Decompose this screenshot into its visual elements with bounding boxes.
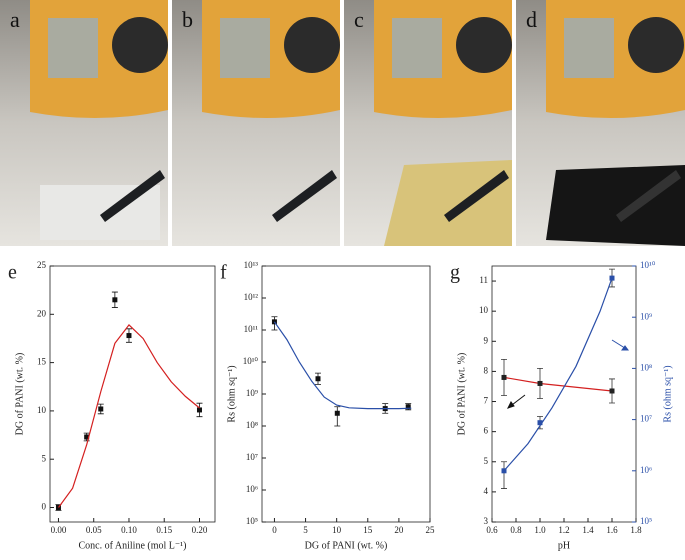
panel-label: b [182,7,193,32]
y-tick-label: 10 [37,405,47,415]
x-tick-label: 0.00 [51,525,67,535]
y2-axis-title: Rs (ohm sq⁻¹) [662,365,673,422]
marker [126,333,132,339]
plot-frame [49,265,216,523]
y-tick-label: 11 [479,275,488,285]
y-tick-label: 3 [484,516,489,526]
x-tick-label: 0.6 [486,525,498,535]
y-tick-label: 10¹⁰ [243,356,259,366]
marker [315,376,321,382]
x-tick-label: 15 [363,525,373,535]
x-tick-label: 10 [332,525,342,535]
y2-tick-label: 10⁵ [640,516,652,526]
panel-label: e [8,262,17,284]
x-tick-label: 0 [272,525,277,535]
error-bar [334,406,341,427]
y2-tick-label: 10⁹ [640,311,652,321]
x-tick-label: 1.6 [606,525,618,535]
series-line [58,324,200,508]
y-tick-label: 10¹³ [244,260,259,270]
panel-label: d [526,7,537,32]
y-tick-label: 7 [484,396,489,406]
x-axis-title: pH [558,540,570,551]
marker [55,505,61,511]
x-axis-title: DG of PANI (wt. %) [305,540,388,551]
marker [609,388,615,394]
x-tick-label: 0.10 [121,525,137,535]
y-tick-label: 9 [484,335,489,345]
marker [84,434,90,440]
y-tick-label: 10⁹ [246,388,258,398]
marker [98,406,104,412]
photo-panels: a b c d [0,0,685,246]
marker [112,297,118,303]
error-bar [501,461,507,489]
y-tick-label: 4 [484,486,489,496]
y-tick-label: 10⁷ [246,452,258,462]
x-tick-label: 1.8 [630,525,642,535]
y2-tick-label: 10⁷ [640,414,652,424]
panel-label: c [354,7,364,32]
series-line [503,277,613,472]
panel-label: g [450,262,460,284]
x-tick-label: 20 [394,525,404,535]
y-tick-label: 0 [42,502,47,512]
y-tick-label: 10 [479,305,489,315]
panel-label: f [220,262,227,284]
y2-tick-label: 10⁶ [640,465,652,475]
plot-frame [491,265,637,523]
x-tick-label: 25 [426,525,436,535]
y2-tick-label: 10⁸ [640,362,652,372]
y-tick-label: 20 [37,308,47,318]
y-axis-title: DG of PANI (wt. %) [14,353,25,436]
y2-tick-label: 10¹⁰ [640,260,656,270]
photo [0,0,168,246]
y-axis-title: Rs (ohm sq⁻¹) [226,365,237,422]
y-tick-label: 5 [42,453,47,463]
x-tick-label: 0.20 [192,525,208,535]
arrows [507,339,629,409]
series-line [503,376,613,392]
y-tick-label: 10¹¹ [244,324,259,334]
y-tick-label: 10⁶ [246,484,258,494]
y-tick-label: 6 [484,426,489,436]
y-tick-label: 15 [37,357,47,367]
photo [516,0,685,246]
marker [405,404,411,410]
x-tick-label: 1.0 [534,525,546,535]
photo [172,0,340,246]
y-tick-label: 25 [37,260,47,270]
photo [344,0,512,246]
x-tick-label: 5 [303,525,308,535]
x-tick-label: 0.8 [510,525,522,535]
y-tick-label: 10⁵ [246,516,258,526]
marker [501,374,507,380]
series-line [273,321,412,410]
x-tick-label: 0.05 [86,525,102,535]
panel-label: a [10,7,20,32]
x-tick-label: 1.4 [582,525,594,535]
marker [196,407,202,413]
x-tick-label: 0.15 [156,525,172,535]
marker [537,380,543,386]
marker [537,420,543,426]
marker [334,410,340,416]
y-tick-label: 10¹² [244,292,259,302]
y-tick-label: 8 [484,365,489,375]
plot-frame [261,265,431,523]
x-axis-title: Conc. of Aniline (mol L⁻¹) [79,540,187,551]
y-axis-title: DG of PANI (wt. %) [456,353,467,436]
y-tick-label: 5 [484,456,489,466]
y-tick-label: 10⁸ [246,420,258,430]
x-tick-label: 1.2 [558,525,569,535]
